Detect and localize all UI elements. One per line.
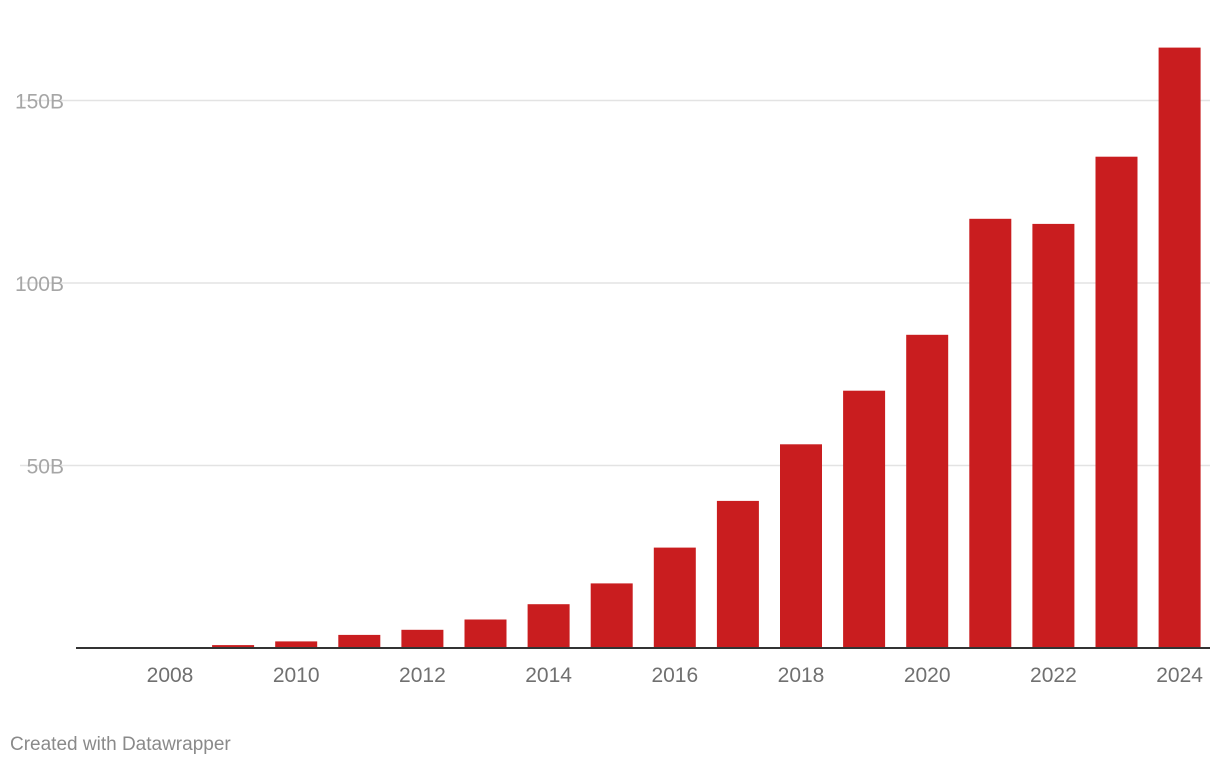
- bar-2009: [212, 645, 255, 648]
- gridlines: [20, 99, 1210, 467]
- y-tick-label: 150B: [15, 91, 64, 114]
- x-axis-labels: 2008 2010 2012 2014 2016 2018 2020 2022 2024: [147, 664, 1204, 687]
- x-tick-label: 2012: [399, 664, 446, 687]
- bar-2021: [969, 218, 1012, 649]
- bar-2023: [1095, 156, 1138, 648]
- bar-2019: [843, 390, 886, 648]
- x-tick-label: 2018: [778, 664, 825, 687]
- bar-2018: [780, 444, 822, 648]
- x-tick-label: 2024: [1156, 664, 1203, 687]
- bar-2013: [464, 619, 507, 648]
- x-tick-label: 2014: [525, 664, 572, 687]
- bars: [149, 47, 1201, 649]
- x-tick-label: 2022: [1030, 664, 1077, 687]
- bar-2020: [906, 334, 949, 648]
- bar-2010: [275, 641, 318, 648]
- bar-2024: [1158, 47, 1201, 649]
- y-tick-label: 50B: [27, 456, 64, 479]
- bar-2022: [1032, 223, 1075, 648]
- x-tick-label: 2020: [904, 664, 951, 687]
- bar-2011: [338, 634, 381, 648]
- bar-2012: [401, 629, 444, 649]
- x-tick-label: 2008: [147, 664, 194, 687]
- y-axis-labels: 50B 100B 150B: [15, 91, 64, 479]
- credit-footer: Created with Datawrapper: [10, 734, 231, 755]
- bar-2017: [716, 500, 759, 648]
- x-tick-label: 2010: [273, 664, 320, 687]
- bar-2015: [590, 583, 633, 648]
- x-tick-label: 2016: [651, 664, 698, 687]
- bar-2014: [527, 604, 570, 648]
- y-tick-label: 100B: [15, 273, 64, 296]
- bar-2016: [653, 547, 696, 648]
